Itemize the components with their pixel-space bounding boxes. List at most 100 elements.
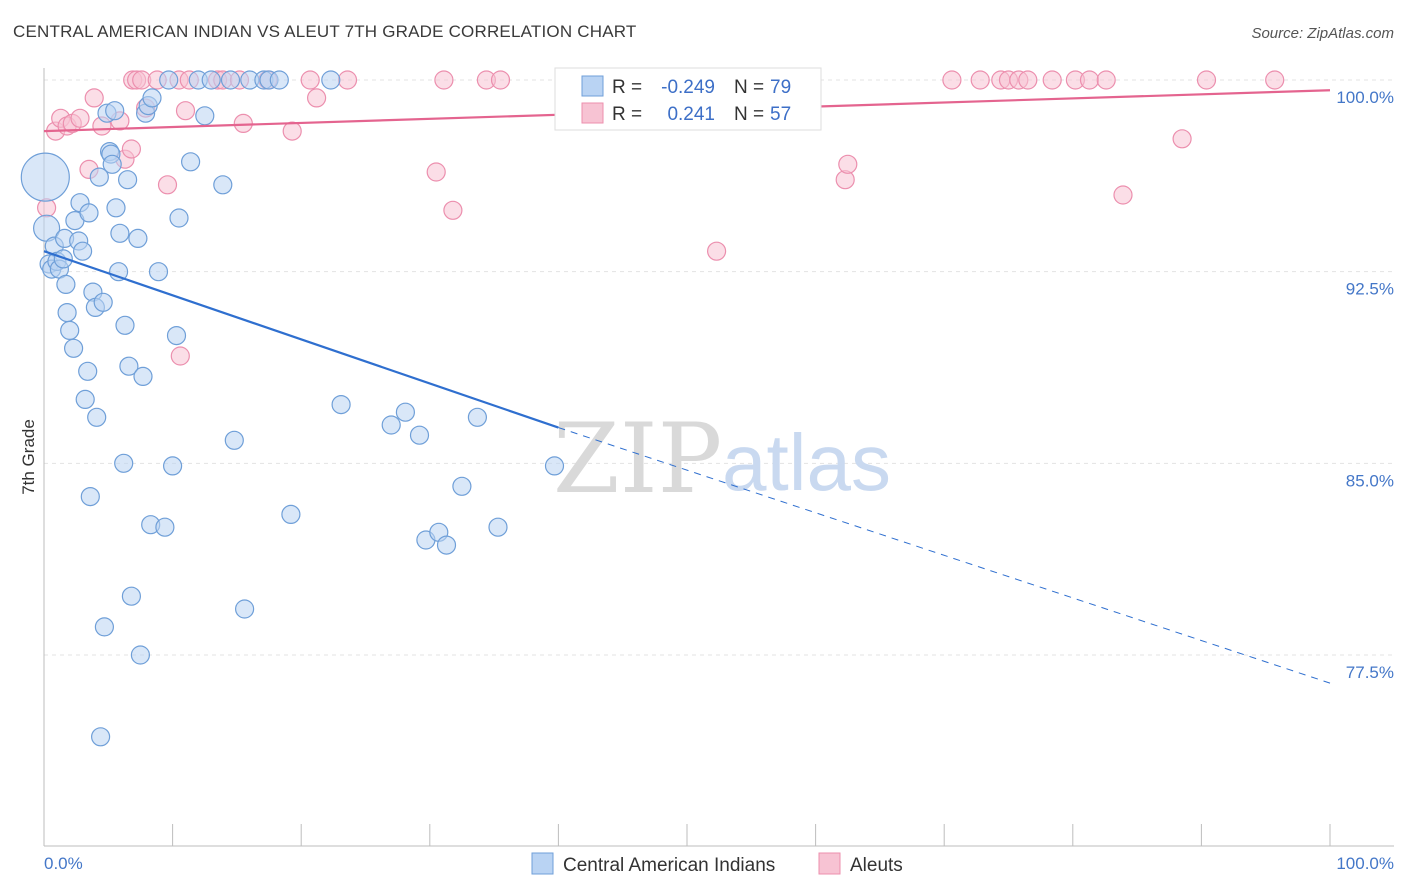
- legend-n-label-blue: N =: [734, 77, 764, 98]
- central-american-indian-point-58: [220, 70, 241, 90]
- central-american-indian-point-39: [121, 586, 141, 606]
- central-american-indian-point-40: [128, 228, 148, 248]
- aleut-point-49: [1042, 70, 1062, 90]
- central-american-indian-point-17: [75, 389, 95, 409]
- trend-lines: [43, 89, 1331, 684]
- central-american-indian-point-70: [409, 425, 430, 445]
- central-american-indian-point-0: [20, 152, 70, 202]
- y-tick-label-2: 85.0%: [1346, 471, 1394, 490]
- aleut-point-56: [1265, 70, 1285, 90]
- bottom-legend-label-pink: Aleuts: [850, 855, 903, 876]
- central-american-indian-point-53: [181, 152, 201, 172]
- legend-n-value-blue: 79: [770, 77, 791, 98]
- central-american-indian-point-42: [133, 366, 153, 386]
- watermark: ZIP atlas: [553, 403, 891, 515]
- central-american-indian-point-16: [72, 241, 93, 261]
- bottom-legend-label-blue: Central American Indians: [563, 855, 775, 876]
- central-american-indian-point-47: [148, 262, 169, 282]
- central-american-indian-point-52: [169, 208, 189, 228]
- aleut-point-30: [337, 70, 358, 90]
- aleut-point-28: [300, 70, 320, 90]
- central-american-indian-point-65: [281, 504, 301, 525]
- aleut-point-27: [282, 121, 302, 141]
- aleut-point-55: [1196, 70, 1217, 90]
- watermark-atlas: atlas: [722, 418, 891, 507]
- central-american-indian-point-55: [195, 106, 215, 126]
- central-american-indian-point-31: [105, 101, 125, 121]
- central-american-indian-point-67: [331, 395, 351, 415]
- central-american-indian-point-11: [60, 320, 80, 340]
- central-american-indian-point-34: [110, 223, 130, 243]
- trend-line-central-american-indians: [43, 250, 559, 429]
- x-edge-label-min: 0.0%: [44, 854, 83, 873]
- y-tick-labels: 100.0% 92.5% 85.0% 77.5%: [1336, 88, 1394, 682]
- legend-n-value-pink: 57: [770, 104, 791, 125]
- central-american-indian-point-19: [79, 203, 99, 223]
- central-american-indian-point-35: [114, 453, 134, 473]
- central-american-indian-point-77: [544, 456, 565, 476]
- central-american-indian-point-46: [142, 88, 162, 108]
- central-american-indian-point-10: [57, 303, 77, 323]
- central-american-indian-point-24: [89, 167, 109, 187]
- y-tick-label-0: 100.0%: [1336, 88, 1394, 107]
- aleut-point-33: [443, 200, 463, 220]
- central-american-indian-point-20: [80, 487, 100, 507]
- central-american-indian-point-66: [321, 70, 341, 90]
- central-american-indian-point-36: [115, 315, 135, 335]
- aleut-point-38: [706, 241, 727, 261]
- aleut-point-17: [157, 175, 178, 195]
- correlation-legend: R = -0.249 N = 79 R = 0.241 N = 57: [554, 67, 822, 131]
- aleut-point-29: [307, 88, 327, 108]
- aleut-point-48: [1018, 70, 1038, 90]
- central-american-indian-point-9: [56, 274, 76, 294]
- central-american-indian-point-75: [467, 407, 487, 427]
- aleut-point-25: [233, 113, 253, 134]
- aleut-point-19: [170, 346, 190, 366]
- aleut-point-20: [175, 101, 196, 121]
- bottom-legend-swatch-blue: [531, 852, 554, 875]
- bottom-legend-swatch-pink: [818, 852, 841, 875]
- grid-lines: [44, 79, 1394, 656]
- source-label: Source: ZipAtlas.com: [1251, 25, 1394, 42]
- central-american-indian-point-37: [117, 170, 138, 190]
- aleut-point-35: [490, 70, 511, 90]
- legend-r-label-blue: R =: [612, 77, 642, 98]
- central-american-indian-point-23: [87, 407, 107, 427]
- central-american-indian-point-48: [155, 517, 175, 537]
- y-tick-label-1: 92.5%: [1346, 280, 1394, 299]
- central-american-indian-point-76: [488, 517, 508, 537]
- aleut-point-31: [426, 162, 446, 182]
- y-axis-label: 7th Grade: [19, 419, 38, 495]
- central-american-indian-point-50: [163, 456, 183, 476]
- aleut-point-7: [84, 88, 104, 108]
- aleut-point-11: [121, 139, 141, 159]
- trend-line-central-american-indians-extension: [558, 427, 1331, 684]
- legend-r-label-pink: R =: [612, 104, 642, 125]
- legend-n-label-pink: N =: [734, 104, 764, 125]
- y-tick-label-3: 77.5%: [1346, 663, 1394, 682]
- aleut-point-52: [1096, 70, 1116, 90]
- central-american-indian-point-78: [90, 727, 111, 747]
- central-american-indian-point-57: [213, 175, 233, 195]
- legend-swatch-blue: [581, 75, 604, 97]
- central-american-indian-point-59: [224, 430, 244, 450]
- central-american-indian-point-74: [452, 476, 472, 496]
- central-american-indian-point-73: [436, 535, 457, 555]
- central-american-indian-point-51: [166, 326, 187, 346]
- aleut-point-53: [1113, 185, 1133, 205]
- central-american-indian-point-30: [102, 154, 122, 174]
- central-american-indian-point-68: [381, 415, 401, 435]
- central-american-indian-point-56: [201, 70, 221, 90]
- central-american-indian-point-49: [159, 70, 179, 90]
- aleut-point-44: [970, 70, 990, 90]
- central-american-indian-point-41: [130, 645, 150, 665]
- aleut-point-42: [838, 154, 858, 174]
- bottom-legend: Central American Indians Aleuts: [531, 852, 903, 876]
- chart-title: CENTRAL AMERICAN INDIAN VS ALEUT 7TH GRA…: [13, 22, 637, 41]
- central-american-indian-point-38: [119, 356, 139, 376]
- aleut-point-54: [1172, 129, 1192, 149]
- legend-r-value-pink: 0.241: [667, 104, 715, 125]
- central-american-indian-point-12: [63, 338, 84, 358]
- x-edge-label-max: 100.0%: [1336, 854, 1394, 873]
- central-american-indian-point-25: [93, 292, 113, 312]
